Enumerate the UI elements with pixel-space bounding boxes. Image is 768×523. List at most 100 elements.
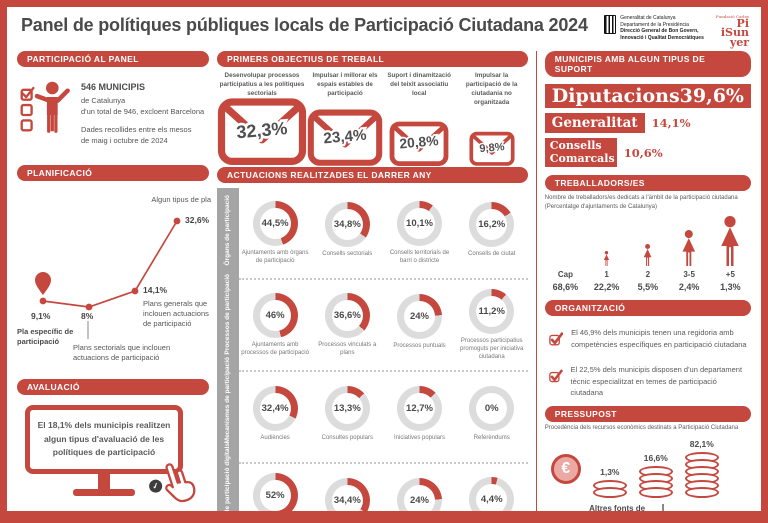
point-label: Pla específic de participació (17, 327, 74, 347)
workers-col: +5 1,3% (710, 216, 751, 292)
support-bar-diputacions: Diputacions 39,6% (544, 84, 751, 109)
donut-label: Referèndums (473, 435, 510, 442)
support-label: Generalitat (544, 113, 645, 134)
donut-value: 13,3% (333, 403, 361, 415)
coin-stack: 1,3% (592, 467, 627, 499)
donut-value: 16,2% (478, 219, 506, 231)
donut-value: 4,4% (480, 493, 503, 505)
panel-participation: 546 MUNICIPIS de Catalunya d'un total de… (19, 77, 209, 161)
pisunyer-logo: Fundació Carles Pi iSun yer (715, 14, 749, 49)
budget-chart: € 1,3% 16,6% 82,1% (545, 439, 751, 499)
actions-row: 46% Ajuntaments amb processos de partici… (239, 278, 528, 370)
donut-cell: 10,1% Consells territorials de barri o d… (383, 188, 455, 278)
budget-subtitle: Procedència dels recursos econòmics dest… (544, 425, 739, 432)
support-label: Consells Comarcals (544, 138, 617, 168)
workers-label: 1 (604, 270, 609, 280)
donut-value: 24% (409, 495, 429, 507)
objective-item: Desenvolupar processos participatius a l… (217, 71, 307, 167)
donut-cell: 11,2% Processos participatius promoguts … (456, 280, 528, 370)
workers-label: 3-5 (683, 270, 695, 280)
donut-cell: 34,8% Consells sectorials (311, 188, 383, 278)
section-header-suport: MUNICIPIS AMB ALGUN TIPUS DE SUPORT (544, 51, 751, 78)
donut-cell: 52% Ajuntaments amb mecanismes de partic… (239, 464, 311, 511)
donut-value: 44,5% (261, 217, 289, 229)
right-column: MUNICIPIS AMB ALGUN TIPUS DE SUPORT Dipu… (535, 51, 751, 519)
section-header-participacio: PARTICIPACIÓ AL PANEL (17, 51, 209, 68)
evaluation: El 18,1% dels municipis realitzen algun … (17, 401, 209, 502)
workers-value: 2,4% (678, 282, 700, 293)
section-header-objectius: PRIMERS OBJECTIUS DE TREBALL (217, 51, 528, 68)
logo-line: Fundació Carles (715, 14, 749, 19)
donut-label: Processos vinculats a plans (318, 341, 377, 357)
support-value: 14,1% (651, 116, 691, 131)
check-square-icon (549, 332, 564, 346)
divider (662, 504, 664, 511)
actions-row: 44,5% Ajuntaments amb òrgans de particip… (239, 188, 528, 278)
organization-text: El 22,5% dels municipis disposen d'un de… (570, 365, 743, 397)
donut-chart: 34,4% (324, 478, 370, 511)
point-label: Plans sectorials que inclouen actuacions… (73, 343, 171, 363)
envelope-icon: 20,8% (389, 121, 449, 166)
logo-line: iSun (720, 26, 749, 40)
municipalities-count: 546 MUNICIPIS (81, 82, 146, 93)
logo-line: Direcció General de Bon Govern, (620, 28, 699, 34)
person-icon (602, 216, 611, 267)
monitor-stand (98, 473, 110, 489)
support-value: 10,6% (623, 145, 663, 160)
left-column: PARTICIPACIÓ AL PANEL 546 MUNICIPIS de C… (17, 51, 211, 511)
support-bar-generalitat: Generalitat 14,1% (544, 113, 751, 134)
pointer-hand-icon: ✓ (147, 456, 201, 511)
stack-label: Ajuntament (671, 509, 716, 519)
donut-chart: 4,4% (469, 476, 515, 511)
category-sidebar: Òrgans de participació Processos de part… (217, 188, 239, 511)
text-line: d'un total de 946, excloent Barcelona (81, 106, 205, 116)
donut-label: Consells de ciutat (468, 251, 516, 258)
donut-value: 34,8% (333, 219, 361, 231)
coin (638, 487, 673, 499)
objective-label: Desenvolupar processos participatius a l… (219, 72, 305, 98)
donut-label: Consells sectorials (322, 251, 373, 258)
donut-value: 46% (265, 309, 285, 321)
donut-value: 11,2% (478, 305, 505, 317)
donut-chart: 11,2% (469, 288, 515, 334)
donut-value: 12,7% (406, 403, 433, 415)
donut-chart: 24% (397, 478, 442, 511)
coin-stack: 16,6% (638, 453, 673, 499)
workers-col: 3-5 2,4% (669, 216, 710, 292)
donut-chart: 12,7% (397, 386, 442, 432)
point-value: 8% (81, 311, 94, 322)
person-checklist-icon (20, 81, 70, 133)
category-label: Òrgans de participació (224, 195, 232, 266)
category-label: Processos de participació (224, 274, 232, 355)
logo-line: yer (729, 35, 749, 49)
donut-label: Ajuntaments amb processos de participaci… (241, 341, 309, 357)
actions-row: 52% Ajuntaments amb mecanismes de partic… (239, 462, 528, 511)
donut-chart: 0% (469, 386, 515, 432)
objective-value: 20,8% (399, 133, 439, 151)
logo-line: Generalitat de Catalunya (620, 15, 676, 21)
coin (684, 487, 719, 499)
section-header-treballadors: TREBALLADORS/ES (544, 175, 751, 192)
support-label: Diputacions (551, 85, 680, 108)
donut-chart: 13,3% (324, 386, 370, 432)
donut-value: 10,1% (406, 217, 433, 229)
monitor-icon: El 18,1% dels municipis realitzen algun … (25, 405, 183, 474)
section-header-planificacio: PLANIFICACIÓ (17, 165, 209, 182)
donut-cell: 16,2% Consells de ciutat (456, 188, 528, 278)
objective-value: 9,8% (479, 141, 505, 155)
donut-value: 52% (265, 489, 285, 501)
organization-text: El 46,9% dels municipis tenen una regido… (571, 328, 747, 349)
envelope-icon: 9,8% (469, 132, 515, 167)
stack-value: 82,1% (689, 439, 714, 450)
donut-cell: 13,3% Consultes populars (311, 372, 383, 462)
donut-chart: 32,4% (252, 386, 298, 432)
donut-label: Ajuntaments amb òrgans de participació (241, 249, 309, 265)
workers-value: 22,2% (593, 282, 620, 293)
workers-value: 1,3% (720, 282, 741, 293)
workers-value: 68,6% (552, 282, 579, 293)
donut-cell: 32,4% Audiències (239, 372, 311, 462)
text-line: Dades recollides entre els mesos (81, 125, 192, 135)
point-value: 9,1% (31, 311, 51, 322)
donut-chart: 24% (397, 294, 442, 340)
